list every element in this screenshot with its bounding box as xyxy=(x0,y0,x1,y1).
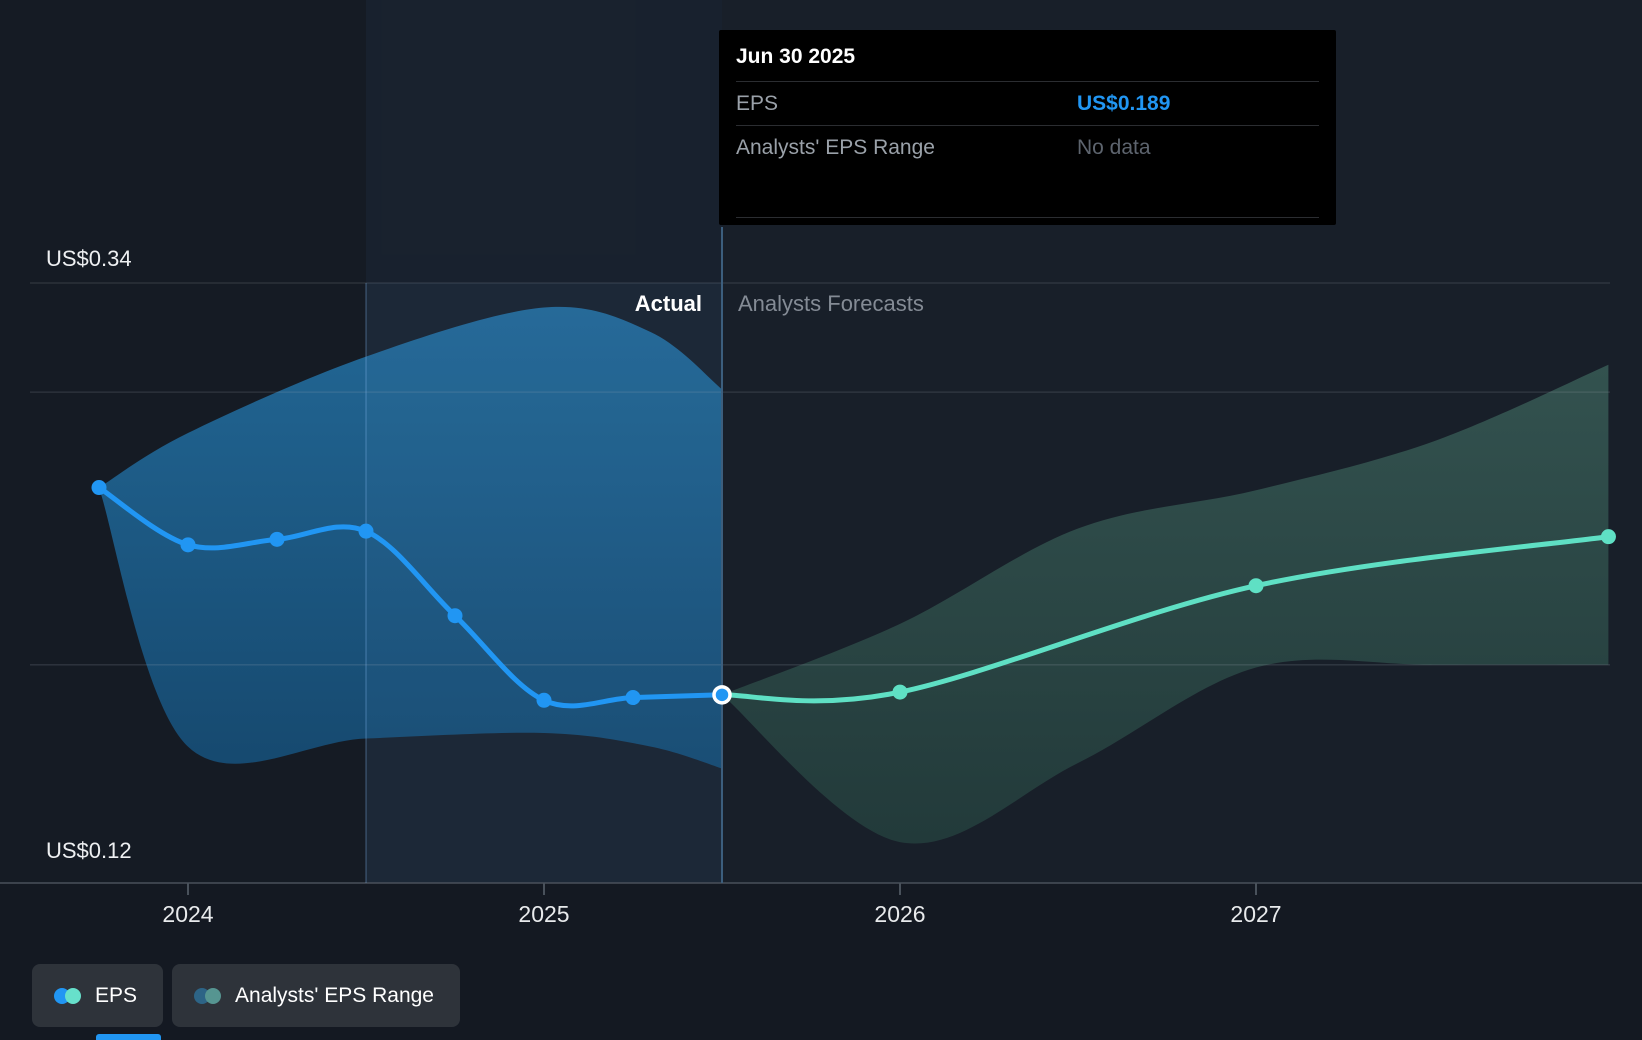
data-point-dot[interactable] xyxy=(180,537,196,553)
selected-data-point-dot[interactable] xyxy=(712,685,732,705)
eps-series-icon xyxy=(54,987,82,1004)
x-tick-label: 2024 xyxy=(162,901,214,927)
chart-legend: EPS Analysts' EPS Range xyxy=(32,964,460,1027)
tooltip-date: Jun 30 2025 xyxy=(736,45,856,68)
data-point-dot[interactable] xyxy=(892,684,908,700)
tooltip-eps-label: EPS xyxy=(736,91,779,115)
actual-section-label: Actual xyxy=(634,291,702,316)
actual-range-band xyxy=(99,306,722,769)
tooltip-row-eps: EPS US$0.189 xyxy=(736,82,1319,126)
forecast-section-label: Analysts Forecasts xyxy=(738,291,924,316)
data-point-dot[interactable] xyxy=(358,523,374,539)
tooltip-bottom-divider xyxy=(736,217,1319,218)
tooltip-eps-value: US$0.189 xyxy=(1077,91,1171,115)
legend-eps-button[interactable]: EPS xyxy=(32,964,164,1027)
data-point-dot[interactable] xyxy=(269,531,285,547)
highlight-band-overlay xyxy=(366,283,722,883)
data-point-dot[interactable] xyxy=(1600,529,1616,545)
legend-eps-range-button[interactable]: Analysts' EPS Range xyxy=(172,964,460,1027)
data-point-dot[interactable] xyxy=(1248,578,1264,594)
tooltip-range-value: No data xyxy=(1077,136,1151,159)
data-point-dot[interactable] xyxy=(91,480,107,496)
data-point-dot[interactable] xyxy=(447,608,463,624)
y-axis-min-label: US$0.12 xyxy=(46,838,132,863)
data-point-dot[interactable] xyxy=(625,690,641,706)
legend-eps-label: EPS xyxy=(95,983,138,1007)
x-tick-label: 2026 xyxy=(874,901,926,927)
clipped-blue-bar xyxy=(96,1034,161,1040)
x-tick-label: 2025 xyxy=(518,901,570,927)
x-tick-label: 2027 xyxy=(1230,901,1282,927)
hover-tooltip: Jun 30 2025 EPS US$0.189 Analysts' EPS R… xyxy=(719,30,1336,225)
legend-eps-range-label: Analysts' EPS Range xyxy=(235,983,434,1007)
tooltip-range-label: Analysts' EPS Range xyxy=(736,136,935,159)
eps-range-series-icon xyxy=(194,987,222,1004)
data-point-dot[interactable] xyxy=(536,692,552,708)
tooltip-row-range: Analysts' EPS Range No data xyxy=(736,126,1319,170)
forecast-eps-line xyxy=(719,534,1611,704)
actual-eps-line xyxy=(96,485,725,709)
y-axis-max-label: US$0.34 xyxy=(46,246,132,271)
tooltip-divider xyxy=(736,81,1319,82)
forecast-range-band xyxy=(722,364,1609,844)
